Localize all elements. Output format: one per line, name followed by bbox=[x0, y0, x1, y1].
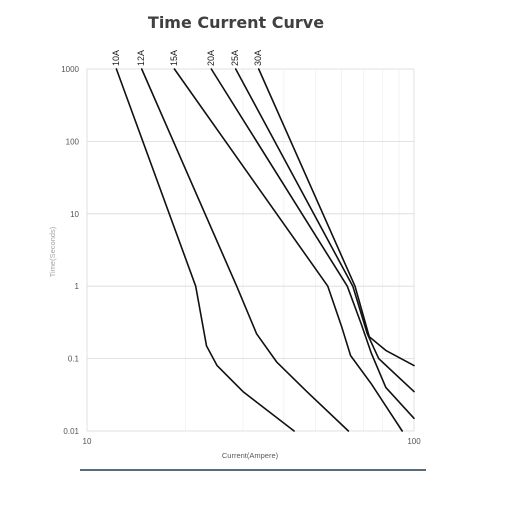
y-axis-label: Time(Seconds) bbox=[48, 226, 57, 277]
curves bbox=[115, 68, 415, 432]
x-tick-label: 10 bbox=[83, 437, 92, 446]
series-label-12A: 12A bbox=[136, 50, 146, 66]
y-tick-label: 1000 bbox=[61, 65, 79, 74]
y-tick-label: 10 bbox=[70, 210, 79, 219]
series-label-15A: 15A bbox=[169, 50, 179, 66]
tick-labels: 0.01 0.1 1 10 100 1000 10 100 bbox=[61, 65, 421, 446]
y-tick-label: 100 bbox=[66, 137, 80, 146]
x-tick-label: 100 bbox=[407, 437, 421, 446]
y-tick-label: 0.01 bbox=[63, 427, 79, 436]
y-tick-label: 0.1 bbox=[68, 355, 80, 364]
series-line-10A bbox=[115, 68, 295, 432]
series-line-30A bbox=[257, 68, 415, 367]
series-line-20A bbox=[210, 68, 415, 420]
series-labels: 10A 12A 15A 20A 25A 30A bbox=[111, 50, 263, 66]
series-label-30A: 30A bbox=[253, 50, 263, 66]
grid bbox=[86, 68, 415, 432]
series-label-20A: 20A bbox=[206, 50, 216, 66]
series-line-12A bbox=[140, 68, 350, 432]
series-label-10A: 10A bbox=[111, 50, 121, 66]
series-label-25A: 25A bbox=[230, 50, 240, 66]
chart-title: Time Current Curve bbox=[148, 13, 324, 32]
x-axis-label: Current(Ampere) bbox=[222, 451, 279, 460]
series-line-15A bbox=[173, 68, 403, 432]
series-line-25A bbox=[234, 68, 415, 393]
y-tick-label: 1 bbox=[75, 282, 80, 291]
